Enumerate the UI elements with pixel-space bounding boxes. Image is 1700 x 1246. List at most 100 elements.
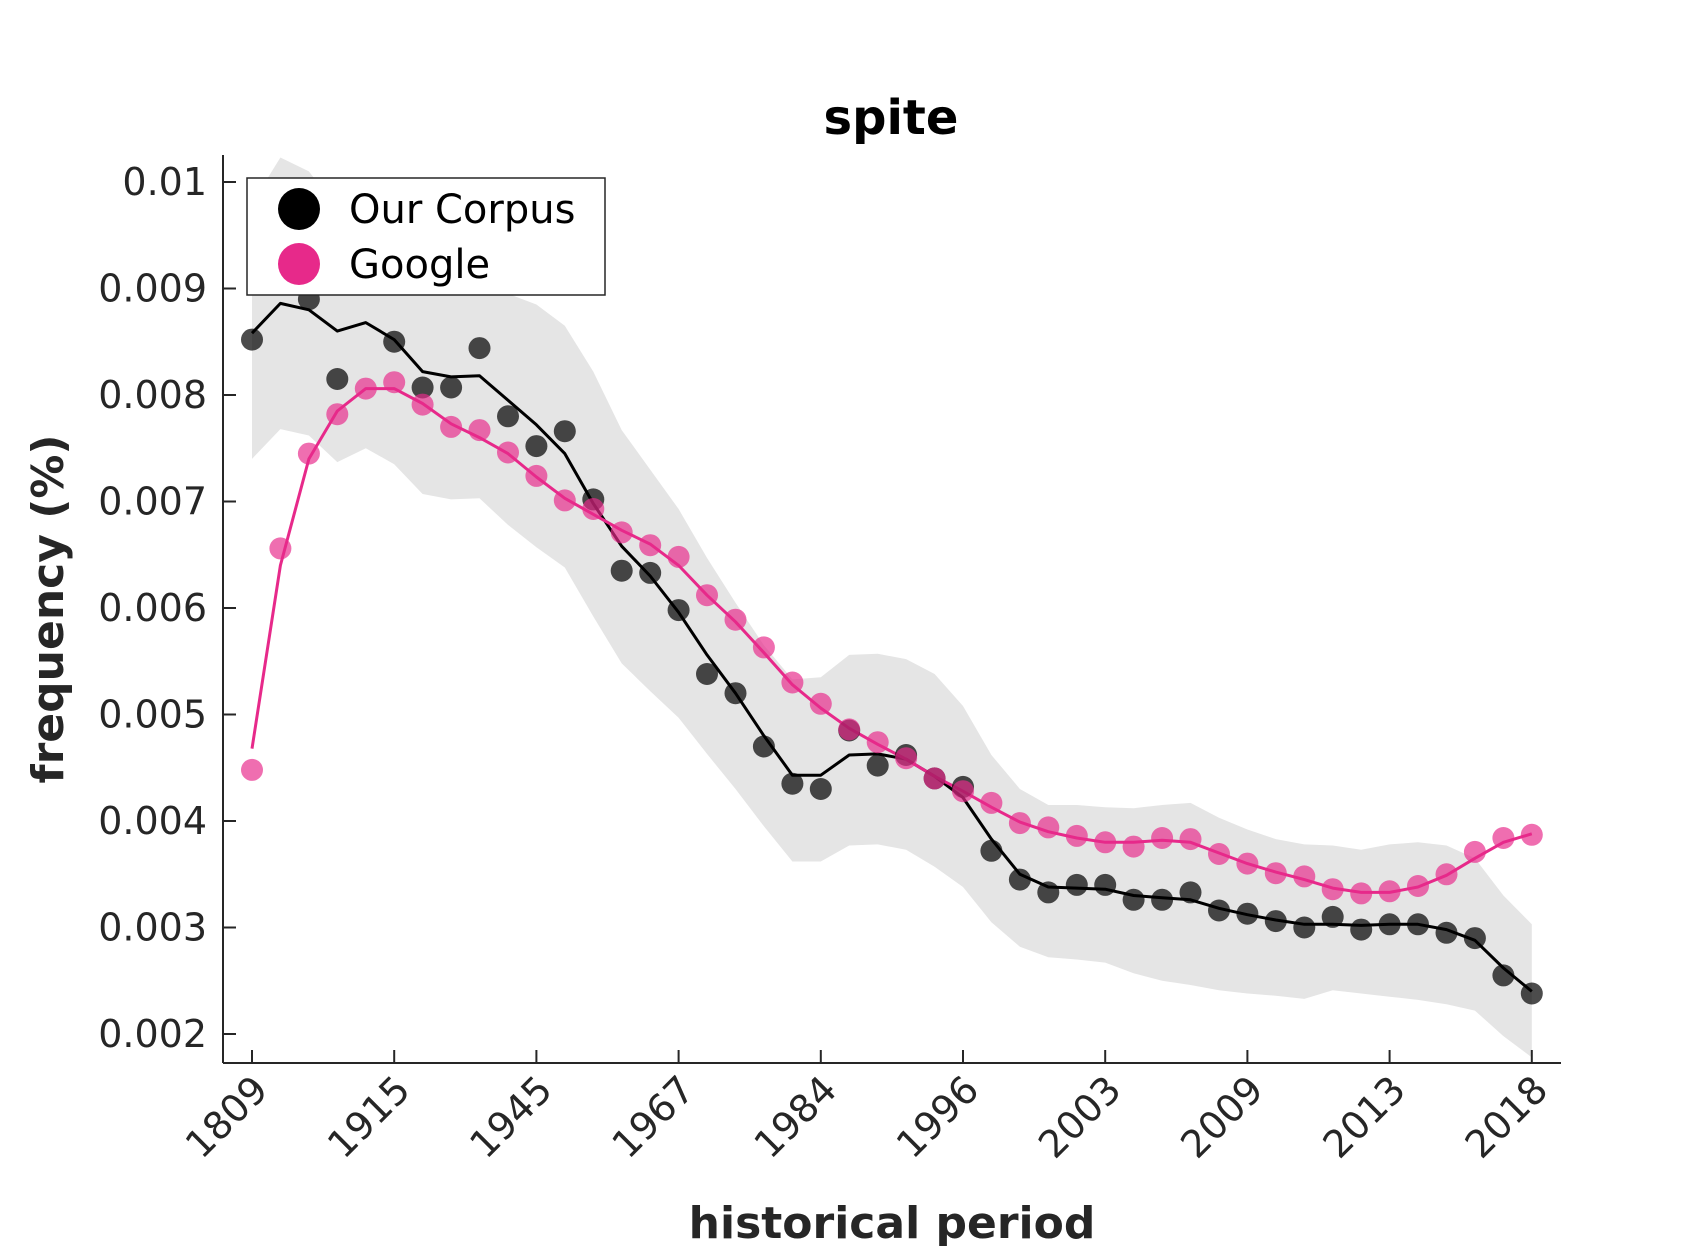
y-tick-label: 0.01 <box>122 160 207 204</box>
google-point <box>952 780 974 803</box>
google-point <box>1008 812 1031 835</box>
our-corpus-point <box>1492 964 1515 987</box>
google-point <box>1208 843 1230 865</box>
google-point <box>696 584 718 607</box>
our-corpus-point <box>610 559 633 582</box>
x-tick-label: 1984 <box>746 1067 846 1167</box>
google-point <box>667 545 690 568</box>
y-tick-label: 0.002 <box>98 1012 207 1056</box>
google-point <box>326 403 349 426</box>
our-corpus-point <box>1293 916 1316 939</box>
google-line <box>250 387 1533 894</box>
y-tick-label: 0.007 <box>98 480 207 524</box>
our-corpus-point <box>1378 913 1401 936</box>
our-corpus-point <box>809 778 832 800</box>
google-point <box>1179 828 1202 851</box>
chart-title: spite <box>824 90 959 146</box>
our-corpus-line <box>250 301 1533 993</box>
y-tick-label: 0.005 <box>98 693 207 737</box>
x-tick-label: 2003 <box>1030 1067 1130 1167</box>
google-point <box>781 671 804 694</box>
legend-label-google: Google <box>349 242 490 288</box>
google-point <box>1293 865 1316 888</box>
google-point <box>1065 824 1088 847</box>
our-corpus-point <box>1463 927 1486 950</box>
y-ticks: 0.002 0.003 0.004 0.005 0.006 0.007 0.008 0.009… <box>98 160 236 1056</box>
our-corpus-point <box>1236 902 1259 925</box>
google-point <box>1378 880 1401 903</box>
google-point <box>639 534 662 557</box>
google-point <box>1236 852 1259 875</box>
google-point <box>440 415 463 438</box>
google-point <box>354 377 377 400</box>
x-tick-label: 1996 <box>888 1067 988 1167</box>
our-corpus-point <box>1151 888 1174 911</box>
google-point <box>383 371 406 394</box>
google-point <box>923 767 946 790</box>
y-tick-label: 0.009 <box>98 267 207 311</box>
y-tick-label: 0.008 <box>98 373 207 417</box>
google-point <box>866 731 889 754</box>
our-corpus-point <box>781 772 804 795</box>
google-point <box>610 521 633 544</box>
google-point <box>809 692 832 715</box>
google-point <box>1037 816 1060 839</box>
google-point <box>1407 875 1429 897</box>
our-corpus-point <box>241 328 263 351</box>
our-corpus-point <box>383 330 406 353</box>
our-corpus-point <box>1435 921 1458 944</box>
google-point <box>269 537 292 560</box>
x-tick-label: 1809 <box>177 1067 277 1167</box>
google-point <box>497 441 519 464</box>
google-point <box>1321 878 1344 901</box>
google-point <box>1094 831 1117 854</box>
our-corpus-point <box>1094 873 1117 896</box>
google-point <box>895 747 918 770</box>
our-corpus-point <box>411 376 434 399</box>
google-point <box>1151 827 1174 849</box>
y-tick-label: 0.006 <box>98 586 207 630</box>
confidence-band-layer <box>252 157 1532 1058</box>
x-ticks: 1809 1915 1945 1967 1984 1996 2003 2009 2013 2018 <box>177 1050 1556 1167</box>
our-corpus-point <box>639 561 662 584</box>
legend: Our Corpus Google <box>246 177 606 296</box>
google-point <box>752 636 775 659</box>
our-corpus-point <box>724 682 747 705</box>
y-tick-label: 0.004 <box>98 799 207 843</box>
x-tick-label: 2018 <box>1457 1067 1557 1167</box>
our-corpus-point <box>866 754 889 777</box>
y-axis-label: frequency (%) <box>23 434 74 783</box>
our-corpus-point <box>696 663 718 685</box>
our-corpus-point <box>1407 913 1429 936</box>
x-tick-label: 2009 <box>1172 1067 1272 1167</box>
our-corpus-point <box>980 839 1003 862</box>
google-point <box>1435 863 1458 886</box>
google-point <box>468 419 491 442</box>
google-point <box>297 442 320 465</box>
x-tick-label: 1967 <box>603 1067 703 1167</box>
legend-label-our-corpus: Our Corpus <box>349 187 575 233</box>
our-corpus-point <box>525 435 548 458</box>
google-point <box>1463 840 1486 863</box>
google-point <box>553 489 576 512</box>
google-point <box>980 791 1003 814</box>
our-corpus-point <box>553 420 576 443</box>
our-corpus-confidence-band <box>252 157 1532 1058</box>
our-corpus-point <box>326 368 349 390</box>
our-corpus-point <box>1065 873 1088 896</box>
series-points-layer <box>241 240 1543 1005</box>
x-axis-label: historical period <box>689 1198 1096 1246</box>
google-point <box>525 464 548 487</box>
google-point <box>1492 827 1515 849</box>
google-point <box>241 758 263 781</box>
our-corpus-point <box>1264 910 1287 933</box>
google-point <box>582 498 605 520</box>
our-corpus-point <box>1350 918 1373 941</box>
our-corpus-point <box>752 735 775 758</box>
google-point <box>1350 882 1373 905</box>
our-corpus-point <box>1321 905 1344 928</box>
x-tick-label: 2013 <box>1314 1067 1414 1167</box>
series-lines-layer <box>250 301 1533 993</box>
our-corpus-point <box>1208 899 1230 922</box>
